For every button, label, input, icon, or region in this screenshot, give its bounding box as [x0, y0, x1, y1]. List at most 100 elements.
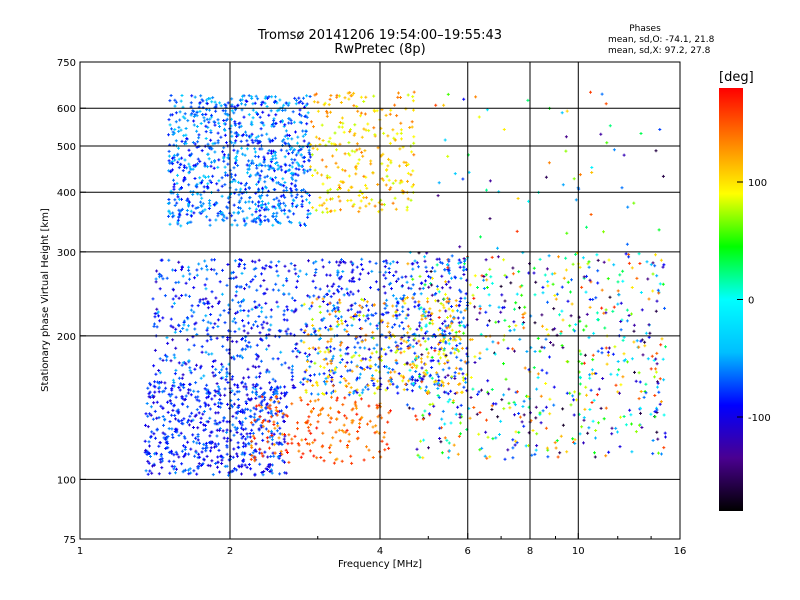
scatter-point: [277, 441, 281, 445]
scatter-point: [459, 290, 463, 294]
scatter-point: [326, 303, 330, 306]
scatter-point: [181, 402, 185, 406]
scatter-point: [319, 337, 322, 340]
scatter-point: [187, 202, 190, 206]
scatter-point: [442, 306, 446, 310]
scatter-point: [233, 131, 237, 135]
scatter-point: [222, 146, 226, 150]
scatter-point: [205, 339, 209, 343]
scatter-point: [245, 139, 249, 143]
scatter-point: [158, 287, 162, 291]
scatter-point: [284, 471, 288, 475]
scatter-point: [364, 175, 368, 179]
scatter-point: [293, 264, 297, 267]
scatter-point: [161, 277, 165, 281]
scatter-point: [265, 193, 269, 197]
scatter-point: [416, 378, 420, 382]
scatter-point: [269, 463, 272, 467]
scatter-point: [260, 169, 264, 173]
scatter-point: [213, 442, 217, 446]
scatter-point: [211, 142, 215, 146]
scatter-point: [329, 295, 333, 299]
scatter-point: [358, 346, 362, 350]
scatter-point: [297, 149, 301, 153]
scatter-point: [181, 327, 185, 330]
scatter-point: [339, 180, 343, 183]
scatter-point: [214, 373, 217, 377]
scatter-point: [256, 355, 260, 359]
scatter-point: [361, 388, 365, 392]
scatter-point: [362, 100, 366, 103]
scatter-point: [225, 283, 229, 287]
scatter-point: [290, 146, 294, 150]
scatter-point: [376, 415, 380, 419]
scatter-point: [327, 140, 331, 144]
scatter-point: [151, 297, 155, 301]
scatter-point: [307, 353, 311, 357]
scatter-point: [453, 392, 457, 395]
scatter-point: [393, 103, 397, 107]
scatter-point: [245, 181, 248, 185]
scatter-point: [169, 170, 173, 174]
scatter-point: [232, 433, 236, 437]
scatter-point: [331, 354, 335, 358]
scatter-point: [153, 409, 157, 413]
scatter-point: [179, 128, 183, 132]
scatter-point: [345, 287, 349, 291]
scatter-point: [412, 183, 415, 187]
scatter-point: [255, 393, 258, 397]
scatter-point: [458, 288, 462, 292]
scatter-point: [215, 336, 219, 340]
scatter-point: [213, 359, 217, 363]
scatter-point: [308, 95, 312, 98]
scatter-point: [233, 383, 237, 387]
scatter-point: [410, 125, 414, 129]
scatter-point: [357, 313, 361, 317]
scatter-point: [273, 188, 277, 192]
scatter-point: [400, 180, 404, 184]
scatter-point: [202, 458, 206, 462]
scatter-point: [223, 321, 227, 325]
scatter-point: [436, 359, 440, 363]
scatter-point: [170, 305, 174, 309]
scatter-point: [374, 311, 378, 315]
scatter-point: [208, 108, 211, 112]
scatter-point: [272, 121, 275, 125]
scatter-point: [395, 316, 399, 320]
scatter-point: [325, 362, 329, 366]
scatter-point: [151, 464, 154, 468]
scatter-point: [395, 114, 399, 118]
scatter-point: [382, 273, 386, 277]
scatter-point: [158, 371, 162, 375]
scatter-point: [454, 338, 458, 342]
scatter-point: [271, 214, 275, 218]
scatter-point: [333, 131, 337, 135]
scatter-point: [233, 218, 237, 222]
scatter-point: [282, 201, 286, 205]
scatter-point: [217, 158, 221, 162]
scatter-point: [393, 138, 397, 142]
scatter-point: [244, 427, 248, 431]
scatter-point: [358, 372, 362, 376]
scatter-point: [238, 98, 242, 102]
scatter-point: [217, 401, 220, 405]
scatter-point: [303, 115, 307, 118]
scatter-point: [417, 355, 420, 359]
scatter-point: [362, 196, 366, 200]
scatter-point: [180, 462, 184, 466]
y-axis-label: Stationary phase Virtual Height [km]: [40, 208, 51, 392]
scatter-point: [440, 261, 444, 265]
scatter-point: [315, 171, 319, 175]
scatter-point: [339, 375, 343, 378]
scatter-point: [382, 260, 386, 263]
scatter-point: [226, 436, 230, 440]
scatter-point: [322, 366, 326, 370]
scatter-point: [366, 383, 370, 387]
scatter-point: [243, 153, 247, 157]
scatter-point: [431, 266, 434, 270]
scatter-point: [313, 373, 316, 377]
scatter-point: [169, 94, 173, 97]
scatter-point: [251, 116, 255, 120]
scatter-point: [367, 129, 371, 133]
scatter-point: [318, 305, 322, 309]
